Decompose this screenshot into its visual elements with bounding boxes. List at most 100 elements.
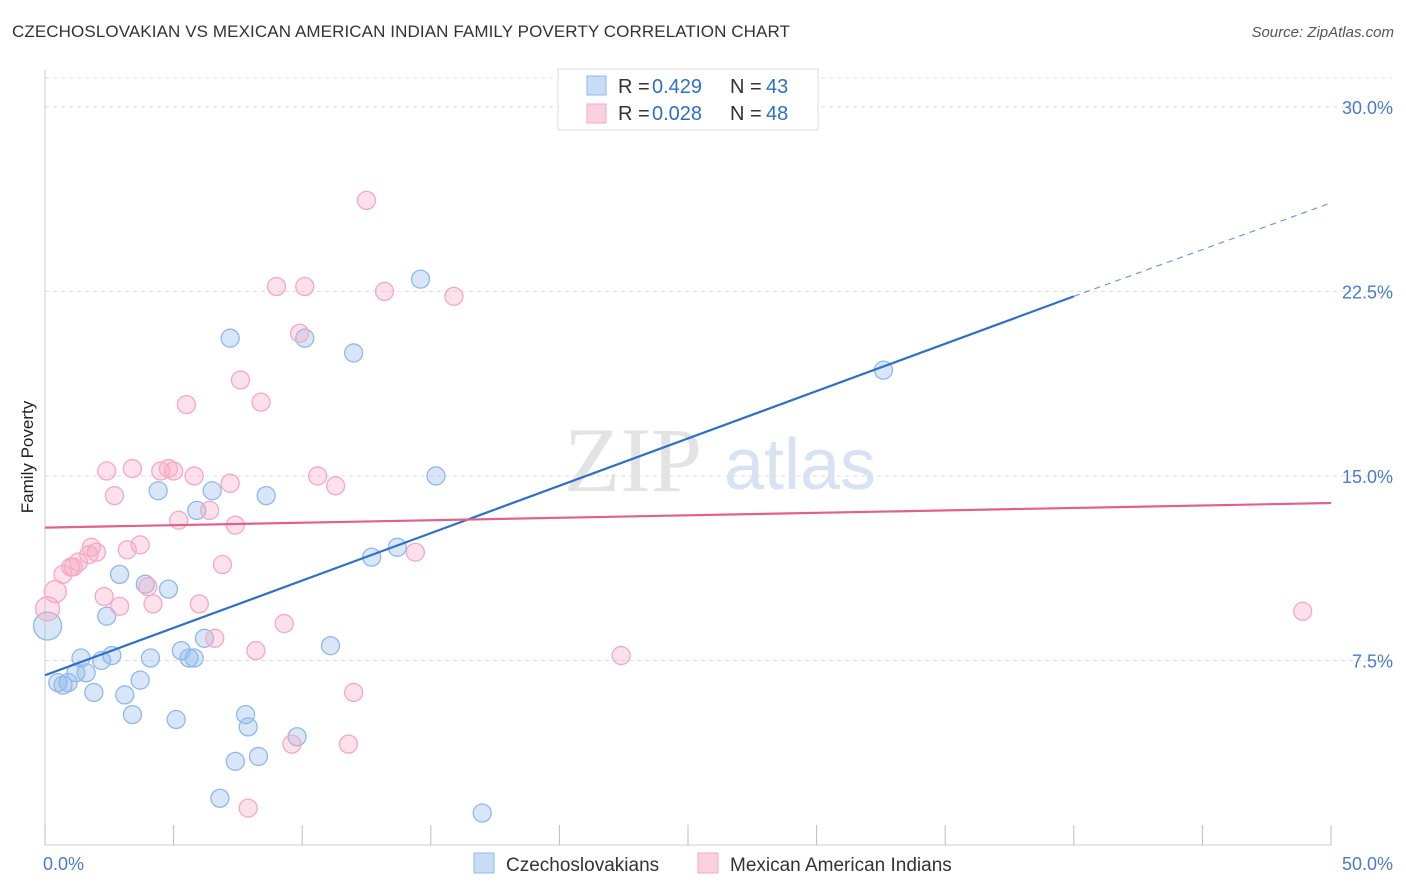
y-tick-label-1: 15.0% bbox=[1342, 467, 1393, 487]
point-1-34 bbox=[266, 276, 287, 297]
y-axis-label: Family Poverty bbox=[18, 400, 37, 513]
czechoslovakians-points bbox=[32, 269, 894, 823]
point-0-24 bbox=[194, 628, 215, 648]
point-0-22 bbox=[184, 648, 204, 668]
point-1-28 bbox=[220, 473, 240, 493]
legend-n-label-1: N = bbox=[730, 103, 762, 125]
point-1-6 bbox=[79, 545, 99, 565]
x-tick-label-1: 50.0% bbox=[1342, 854, 1393, 874]
point-1-1 bbox=[43, 579, 67, 604]
mexican-american-indians-points bbox=[34, 190, 1313, 818]
trend-line-1 bbox=[44, 501, 1332, 529]
chart-title: CZECHOSLOVAKIAN VS MEXICAN AMERICAN INDI… bbox=[12, 22, 791, 41]
point-1-30 bbox=[230, 370, 251, 390]
point-1-44 bbox=[374, 281, 395, 302]
point-1-42 bbox=[343, 682, 364, 703]
point-1-10 bbox=[97, 461, 117, 481]
point-0-31 bbox=[248, 746, 269, 767]
watermark-atlas: atlas bbox=[724, 425, 876, 505]
point-1-20 bbox=[163, 461, 184, 481]
x-tick-labels: 0.0% 50.0% bbox=[43, 854, 1393, 874]
point-1-11 bbox=[104, 485, 125, 506]
point-0-14 bbox=[130, 670, 150, 690]
point-1-31 bbox=[238, 798, 258, 818]
x-tick-label-0: 0.0% bbox=[43, 854, 84, 874]
point-0-28 bbox=[225, 751, 245, 771]
point-1-46 bbox=[444, 286, 464, 306]
point-1-32 bbox=[246, 640, 266, 661]
bottom-legend-label-czechoslovakians: Czechoslovakians bbox=[506, 855, 659, 876]
point-0-12 bbox=[115, 685, 135, 705]
legend-r-label-0: R = bbox=[618, 76, 650, 98]
point-0-25 bbox=[202, 481, 222, 501]
point-1-48 bbox=[1293, 601, 1313, 621]
y-tick-labels: 7.5% 15.0% 22.5% 30.0% bbox=[1342, 98, 1393, 672]
legend: R = 0.429 N = 43 R = 0.028 N = 48 bbox=[557, 68, 819, 131]
bottom-legend-swatch-czechoslovakians bbox=[473, 852, 495, 874]
point-0-15 bbox=[135, 574, 155, 594]
point-0-36 bbox=[343, 343, 364, 363]
point-1-21 bbox=[169, 510, 189, 530]
point-0-11 bbox=[109, 564, 130, 585]
point-0-6 bbox=[76, 663, 96, 683]
point-1-19 bbox=[158, 458, 179, 479]
legend-n-label-0: N = bbox=[730, 76, 762, 98]
point-1-8 bbox=[86, 542, 107, 562]
point-1-14 bbox=[122, 458, 143, 479]
point-1-23 bbox=[184, 466, 204, 486]
point-0-16 bbox=[140, 648, 161, 668]
point-0-30 bbox=[238, 717, 258, 737]
point-1-16 bbox=[138, 577, 158, 597]
y-tick-label-0: 7.5% bbox=[1352, 651, 1393, 671]
point-1-15 bbox=[130, 535, 150, 555]
point-1-38 bbox=[295, 276, 315, 297]
legend-n-value-0: 43 bbox=[766, 76, 788, 98]
point-1-37 bbox=[289, 323, 310, 343]
point-1-43 bbox=[356, 190, 377, 211]
trend-line-0 bbox=[44, 295, 1075, 677]
legend-swatch-czechoslovakians bbox=[586, 75, 607, 96]
point-0-7 bbox=[84, 682, 104, 703]
point-0-17 bbox=[148, 481, 168, 501]
point-0-21 bbox=[179, 648, 199, 668]
point-1-35 bbox=[274, 613, 294, 634]
point-0-3 bbox=[58, 672, 78, 693]
point-1-39 bbox=[307, 466, 328, 486]
point-0-41 bbox=[472, 803, 492, 823]
point-0-26 bbox=[210, 788, 230, 808]
y-tick-label-3: 30.0% bbox=[1342, 98, 1393, 118]
x-tick-marks bbox=[44, 825, 1332, 845]
y-tick-label-2: 22.5% bbox=[1342, 282, 1393, 302]
point-0-39 bbox=[410, 269, 431, 289]
watermark: ZIP atlas bbox=[564, 409, 876, 511]
point-0-1 bbox=[48, 672, 68, 693]
point-0-2 bbox=[53, 675, 73, 695]
point-1-41 bbox=[338, 734, 359, 754]
point-0-18 bbox=[158, 579, 179, 599]
gridlines bbox=[45, 77, 1392, 661]
point-1-9 bbox=[94, 586, 114, 607]
legend-r-value-0: 0.429 bbox=[652, 76, 702, 98]
legend-swatch-mexican-american-indians bbox=[586, 103, 607, 124]
point-0-27 bbox=[220, 328, 240, 348]
point-1-36 bbox=[282, 734, 302, 754]
bottom-legend-swatch-mexican-american-indians bbox=[697, 852, 719, 874]
point-1-26 bbox=[205, 628, 225, 648]
watermark-zip: ZIP bbox=[564, 409, 702, 511]
point-1-25 bbox=[199, 500, 220, 521]
trend-lines bbox=[44, 202, 1332, 677]
point-1-45 bbox=[405, 542, 426, 562]
point-0-13 bbox=[122, 704, 143, 725]
point-1-22 bbox=[176, 394, 197, 415]
point-0-19 bbox=[166, 709, 186, 730]
point-1-12 bbox=[109, 596, 130, 616]
point-1-2 bbox=[53, 564, 73, 585]
bottom-legend: Czechoslovakians Mexican American Indian… bbox=[473, 852, 952, 876]
point-0-35 bbox=[320, 636, 341, 656]
point-1-5 bbox=[68, 552, 89, 572]
legend-n-value-1: 48 bbox=[766, 103, 788, 125]
bottom-legend-label-mexican-american-indians: Mexican American Indians bbox=[730, 855, 952, 876]
point-0-29 bbox=[235, 704, 256, 725]
point-0-32 bbox=[256, 485, 276, 506]
point-1-27 bbox=[212, 554, 233, 575]
